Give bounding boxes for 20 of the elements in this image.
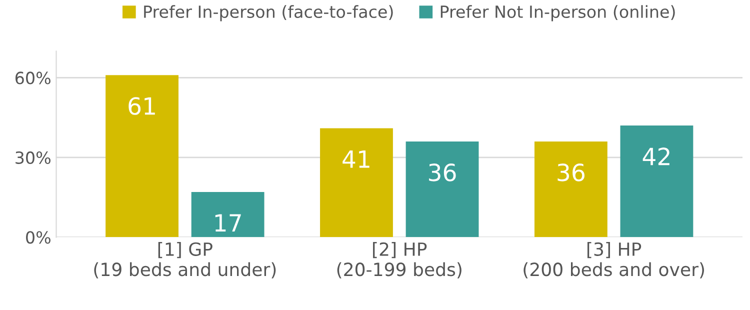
bar bbox=[534, 141, 608, 238]
legend-label: Prefer Not In-person (online) bbox=[440, 5, 675, 22]
x-tick-label: [1] GP (19 beds and under) bbox=[94, 242, 276, 278]
bar bbox=[106, 75, 178, 238]
data-label: 42 bbox=[642, 148, 670, 166]
bar bbox=[406, 141, 479, 238]
data-label: 17 bbox=[215, 214, 241, 232]
data-label: 36 bbox=[429, 164, 456, 182]
x-tick-label: [2] HP (20-199 beds) bbox=[337, 242, 462, 278]
legend-label: Prefer In-person (face-to-face) bbox=[144, 5, 393, 22]
bar bbox=[320, 128, 393, 238]
x-tick-label: [3] HP (200 beds and over) bbox=[524, 242, 704, 278]
bar bbox=[191, 192, 264, 238]
bar bbox=[620, 126, 694, 238]
y-tick-label: 0% bbox=[26, 231, 50, 244]
y-tick-label: 30% bbox=[16, 151, 50, 164]
data-label: 61 bbox=[128, 97, 155, 115]
data-label: 36 bbox=[558, 164, 584, 182]
y-tick-label: 60% bbox=[16, 72, 50, 84]
data-label: 41 bbox=[342, 150, 370, 168]
